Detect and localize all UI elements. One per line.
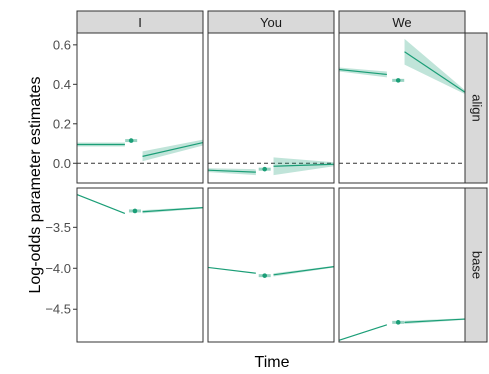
y-tick-label: −3.5: [45, 220, 71, 235]
facet-strips: I You We align base: [76, 10, 488, 343]
y-tick-label: −4.5: [45, 302, 71, 317]
series-line-segment-2: [404, 318, 466, 323]
confidence-band: [273, 157, 334, 176]
point-estimate: [262, 166, 268, 172]
panel-align-i: [76, 32, 204, 184]
series-line-segment-1: [207, 266, 256, 274]
strip-i: [76, 10, 204, 34]
point-estimate: [395, 320, 401, 325]
panel-border: [207, 187, 335, 343]
panel-border: [76, 187, 204, 343]
panel-border: [338, 32, 466, 184]
y-axes: 0.0 0.2 0.4 0.6 −4.5 −4.0 −3.5: [45, 37, 77, 317]
strip-label-we: We: [392, 15, 411, 30]
panel-align-you: [207, 32, 335, 184]
panel-border: [338, 187, 466, 343]
strip-align: [464, 32, 488, 184]
y-axis-title: Log-odds parameter estimates: [27, 77, 44, 294]
point-estimate: [262, 273, 268, 278]
strip-label-i: I: [138, 15, 142, 30]
panel-area: [76, 32, 466, 343]
confidence-band: [404, 38, 465, 95]
y-tick-label: 0.4: [53, 77, 71, 92]
panel-border: [76, 32, 204, 184]
strip-base: [464, 187, 488, 343]
strip-we: [338, 10, 466, 34]
panel-border: [207, 32, 335, 184]
y-tick-label: 0.6: [53, 37, 71, 52]
panel-base-i: [76, 187, 204, 343]
series-line-segment-2: [142, 207, 204, 213]
series-line-segment-2: [404, 51, 466, 93]
panel-base-you: [207, 187, 335, 343]
series-line-segment-1: [76, 193, 126, 214]
point-estimate: [132, 208, 138, 214]
strip-you: [207, 10, 335, 34]
series-line-segment-2: [273, 163, 335, 167]
strip-label-you: You: [260, 15, 282, 30]
series-line-segment-2: [142, 141, 204, 157]
series-line-segment-1: [338, 68, 387, 76]
series-line-segment-1: [338, 324, 388, 341]
series-line-segment-2: [273, 266, 335, 276]
y-tick-label: 0.2: [53, 116, 71, 131]
y-tick-label: 0.0: [53, 156, 71, 171]
panel-base-we: [338, 187, 466, 343]
point-estimate: [128, 138, 134, 143]
panel-align-we: [338, 32, 466, 184]
y-tick-label: −4.0: [45, 261, 71, 276]
confidence-band: [142, 139, 203, 162]
strip-label-base: base: [470, 251, 485, 279]
point-estimate: [395, 78, 401, 83]
x-axis-title: Time: [255, 354, 290, 371]
series-line-segment-1: [207, 169, 256, 173]
strip-label-align: align: [470, 94, 485, 121]
